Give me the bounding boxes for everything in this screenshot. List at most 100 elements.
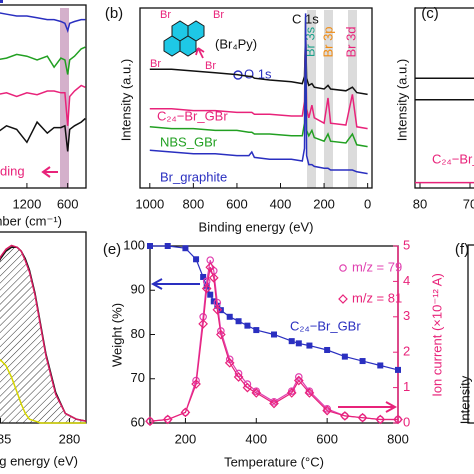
data-point	[212, 304, 223, 315]
data-point	[208, 273, 219, 283]
panel-label: (b)	[105, 5, 123, 22]
series-line	[149, 13, 368, 175]
data-point	[324, 346, 331, 353]
data-point	[293, 375, 304, 386]
x-axis-label: Wavenumber (cm⁻¹)	[0, 213, 62, 228]
data-point	[216, 329, 226, 340]
arrow	[195, 47, 205, 59]
data-point	[147, 243, 153, 249]
series-line	[0, 84, 86, 126]
x-axis-label: Binding energy (eV)	[0, 453, 78, 468]
series-line	[0, 358, 86, 424]
x-tick-label: 285	[0, 431, 11, 446]
data-point	[377, 362, 384, 369]
y-axis-label: Weight (%)	[109, 303, 124, 367]
data-point	[287, 387, 296, 395]
y2-axis-label: Ion current (×10⁻¹² A)	[429, 273, 444, 397]
x-axis-label: Temperature (°C)	[224, 454, 324, 469]
y2-tick-label: 5	[403, 237, 410, 252]
data-point	[244, 322, 251, 329]
series-label: NBS_GBr	[160, 134, 218, 149]
data-point	[253, 327, 260, 334]
x-tick-label: 70	[463, 196, 474, 211]
plot-frame	[467, 244, 474, 424]
arrow	[150, 278, 200, 290]
series-label: C₂₄−Br_GBr	[432, 151, 474, 166]
y2-tick-label: 4	[403, 273, 410, 288]
x-tick-label: 600	[226, 196, 248, 211]
series-label: C₂₄−Br_GBr	[290, 318, 361, 333]
x-tick-label: 1000	[135, 196, 164, 211]
data-point	[233, 372, 244, 382]
y2-tick-label: 1	[403, 379, 410, 394]
data-point	[271, 331, 277, 338]
data-point	[395, 366, 401, 373]
structure-label: Br	[205, 60, 216, 72]
panel-label: (e)	[103, 241, 121, 258]
annotation: ding	[0, 163, 25, 178]
data-point	[322, 405, 332, 416]
series-line	[0, 46, 86, 75]
plot-frame	[0, 4, 87, 189]
data-point	[304, 388, 315, 398]
y-axis-label: Intensity	[457, 375, 472, 424]
data-point	[269, 398, 279, 409]
data-point	[393, 414, 403, 425]
data-point	[191, 379, 201, 389]
data-point	[207, 291, 214, 298]
series-line	[0, 12, 86, 34]
data-point	[200, 273, 207, 280]
data-point	[375, 414, 386, 425]
data-point	[288, 338, 295, 345]
highlight-band	[60, 8, 69, 188]
series-label: C₂₄−Br_GBr	[157, 108, 228, 123]
y-tick-label: 90	[131, 282, 145, 297]
x-tick-label: 200	[175, 431, 197, 446]
x-tick-label: 400	[270, 196, 292, 211]
data-point	[251, 388, 262, 398]
data-point	[180, 407, 191, 418]
data-point	[205, 262, 216, 273]
y2-tick-label: 2	[403, 344, 410, 359]
y-axis-label: Intensity (a.u.)	[118, 59, 133, 141]
data-point	[357, 412, 368, 423]
data-point	[340, 411, 350, 421]
structure-label: Br	[213, 9, 224, 21]
data-point	[295, 340, 302, 347]
x-axis-label: Binding energy (eV)	[199, 219, 314, 234]
data-point	[242, 382, 253, 393]
series-label: m/z = 79	[352, 259, 402, 274]
series-line	[0, 244, 87, 422]
legend-marker	[339, 264, 347, 272]
data-point	[286, 388, 297, 398]
data-point	[224, 357, 235, 368]
data-point	[235, 318, 242, 325]
arrow	[41, 166, 58, 178]
x-tick-label: 200	[313, 196, 335, 211]
series-label: (Br₄Py)	[215, 36, 257, 51]
x-tick-label: 800	[387, 431, 409, 446]
data-point	[164, 243, 171, 249]
data-point	[182, 245, 189, 252]
molecule-structure	[163, 20, 205, 57]
structure-label: Br	[160, 9, 171, 21]
y2-tick-label: 3	[403, 308, 410, 323]
data-point	[323, 405, 331, 413]
data-point	[193, 256, 200, 263]
data-point	[198, 319, 208, 329]
plot-frame	[139, 7, 373, 189]
panel-label: (c)	[421, 5, 439, 22]
data-point	[359, 358, 366, 365]
highlight-band	[307, 10, 316, 188]
annotation: Br 3d	[343, 26, 358, 57]
series-label: m/z = 81	[352, 290, 402, 305]
data-point	[306, 342, 313, 349]
series-line	[0, 117, 86, 152]
y-tick-label: 80	[131, 326, 145, 341]
y-tick-label: 60	[131, 414, 145, 429]
x-tick-label: 0	[364, 196, 371, 211]
y-axis-label: Intensity (a.u.)	[394, 59, 409, 141]
panel-label: (f)	[455, 241, 469, 258]
structure-label: Br	[150, 58, 161, 70]
